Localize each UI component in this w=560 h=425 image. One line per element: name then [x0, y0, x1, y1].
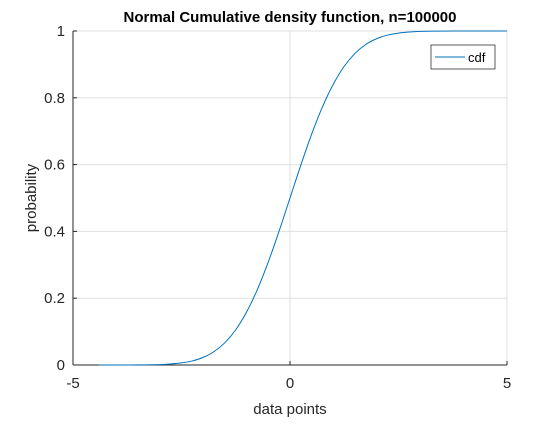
y-tick-label-3: 0.6: [44, 157, 65, 174]
series-line-cdf: [99, 30, 507, 366]
y-axis-label: probability: [23, 163, 40, 232]
ticks: -5 0 500.20.40.60.81: [44, 23, 511, 392]
y-tick-label-4: 0.8: [44, 90, 65, 107]
y-tick-label-5: 1: [57, 23, 65, 40]
y-tick-label-0: 0: [57, 357, 65, 374]
x-tick-label-0: -5: [66, 375, 79, 392]
y-tick-label-1: 0.2: [44, 290, 65, 307]
legend: cdf: [430, 44, 496, 70]
legend-label-cdf: cdf: [468, 50, 486, 65]
series-group: [99, 30, 507, 366]
x-tick-label-2: 5: [503, 375, 511, 392]
x-tick-label-1: 0: [286, 375, 294, 392]
x-axis-label: data points: [253, 401, 326, 418]
y-tick-label-2: 0.4: [44, 223, 65, 240]
chart-title: Normal Cumulative density function, n=10…: [123, 9, 456, 26]
